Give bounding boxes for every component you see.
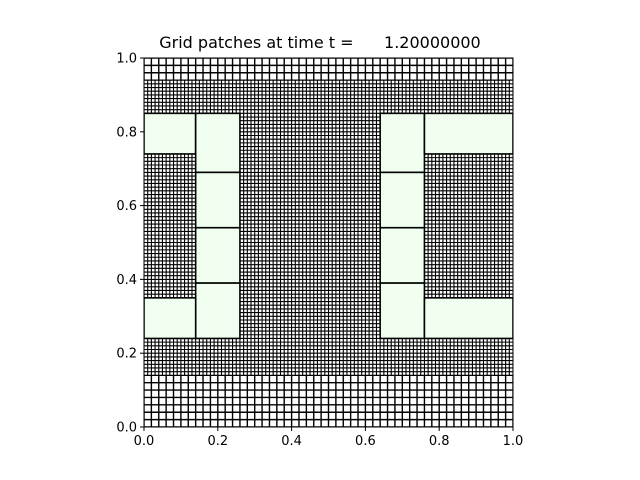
axes-frame <box>143 57 514 428</box>
x-tick-label: 0.2 <box>207 434 228 449</box>
grid-patch <box>194 171 241 229</box>
plot-area <box>144 58 513 427</box>
grid-region-coarse <box>144 374 513 427</box>
y-tick-label: 0.0 <box>116 421 137 436</box>
grid-patch <box>379 226 426 284</box>
grid-patch <box>144 297 197 340</box>
grid-patch <box>144 112 197 155</box>
grid-patch <box>194 282 241 340</box>
grid-region-lines <box>144 374 513 427</box>
chart-title: Grid patches at time t = 1.20000000 <box>159 33 481 52</box>
x-tick-label: 0.0 <box>134 434 155 449</box>
x-tick-label: 0.6 <box>355 434 376 449</box>
y-axis: 0.0 0.2 0.4 0.6 0.8 1.0 <box>116 52 144 436</box>
x-tick-label: 0.8 <box>429 434 450 449</box>
grid-patch <box>423 297 513 340</box>
grid-patch <box>194 226 241 284</box>
x-axis: 0.0 0.2 0.4 0.6 0.8 1.0 <box>134 427 524 449</box>
y-tick-label: 0.2 <box>116 347 137 362</box>
x-tick-label: 0.4 <box>281 434 302 449</box>
grid-patch <box>194 112 241 174</box>
grid-region-lines <box>144 58 513 81</box>
grid-region-coarse <box>144 58 513 81</box>
y-tick-label: 0.8 <box>116 125 137 140</box>
grid-patch <box>379 112 426 174</box>
grid-patch <box>379 171 426 229</box>
x-tick-label: 1.0 <box>503 434 524 449</box>
y-tick-label: 0.6 <box>116 199 137 214</box>
grid-patch <box>379 282 426 340</box>
y-tick-label: 1.0 <box>116 52 137 67</box>
grid-patches <box>144 112 513 340</box>
grid-patch <box>423 112 513 155</box>
y-tick-label: 0.4 <box>116 273 137 288</box>
